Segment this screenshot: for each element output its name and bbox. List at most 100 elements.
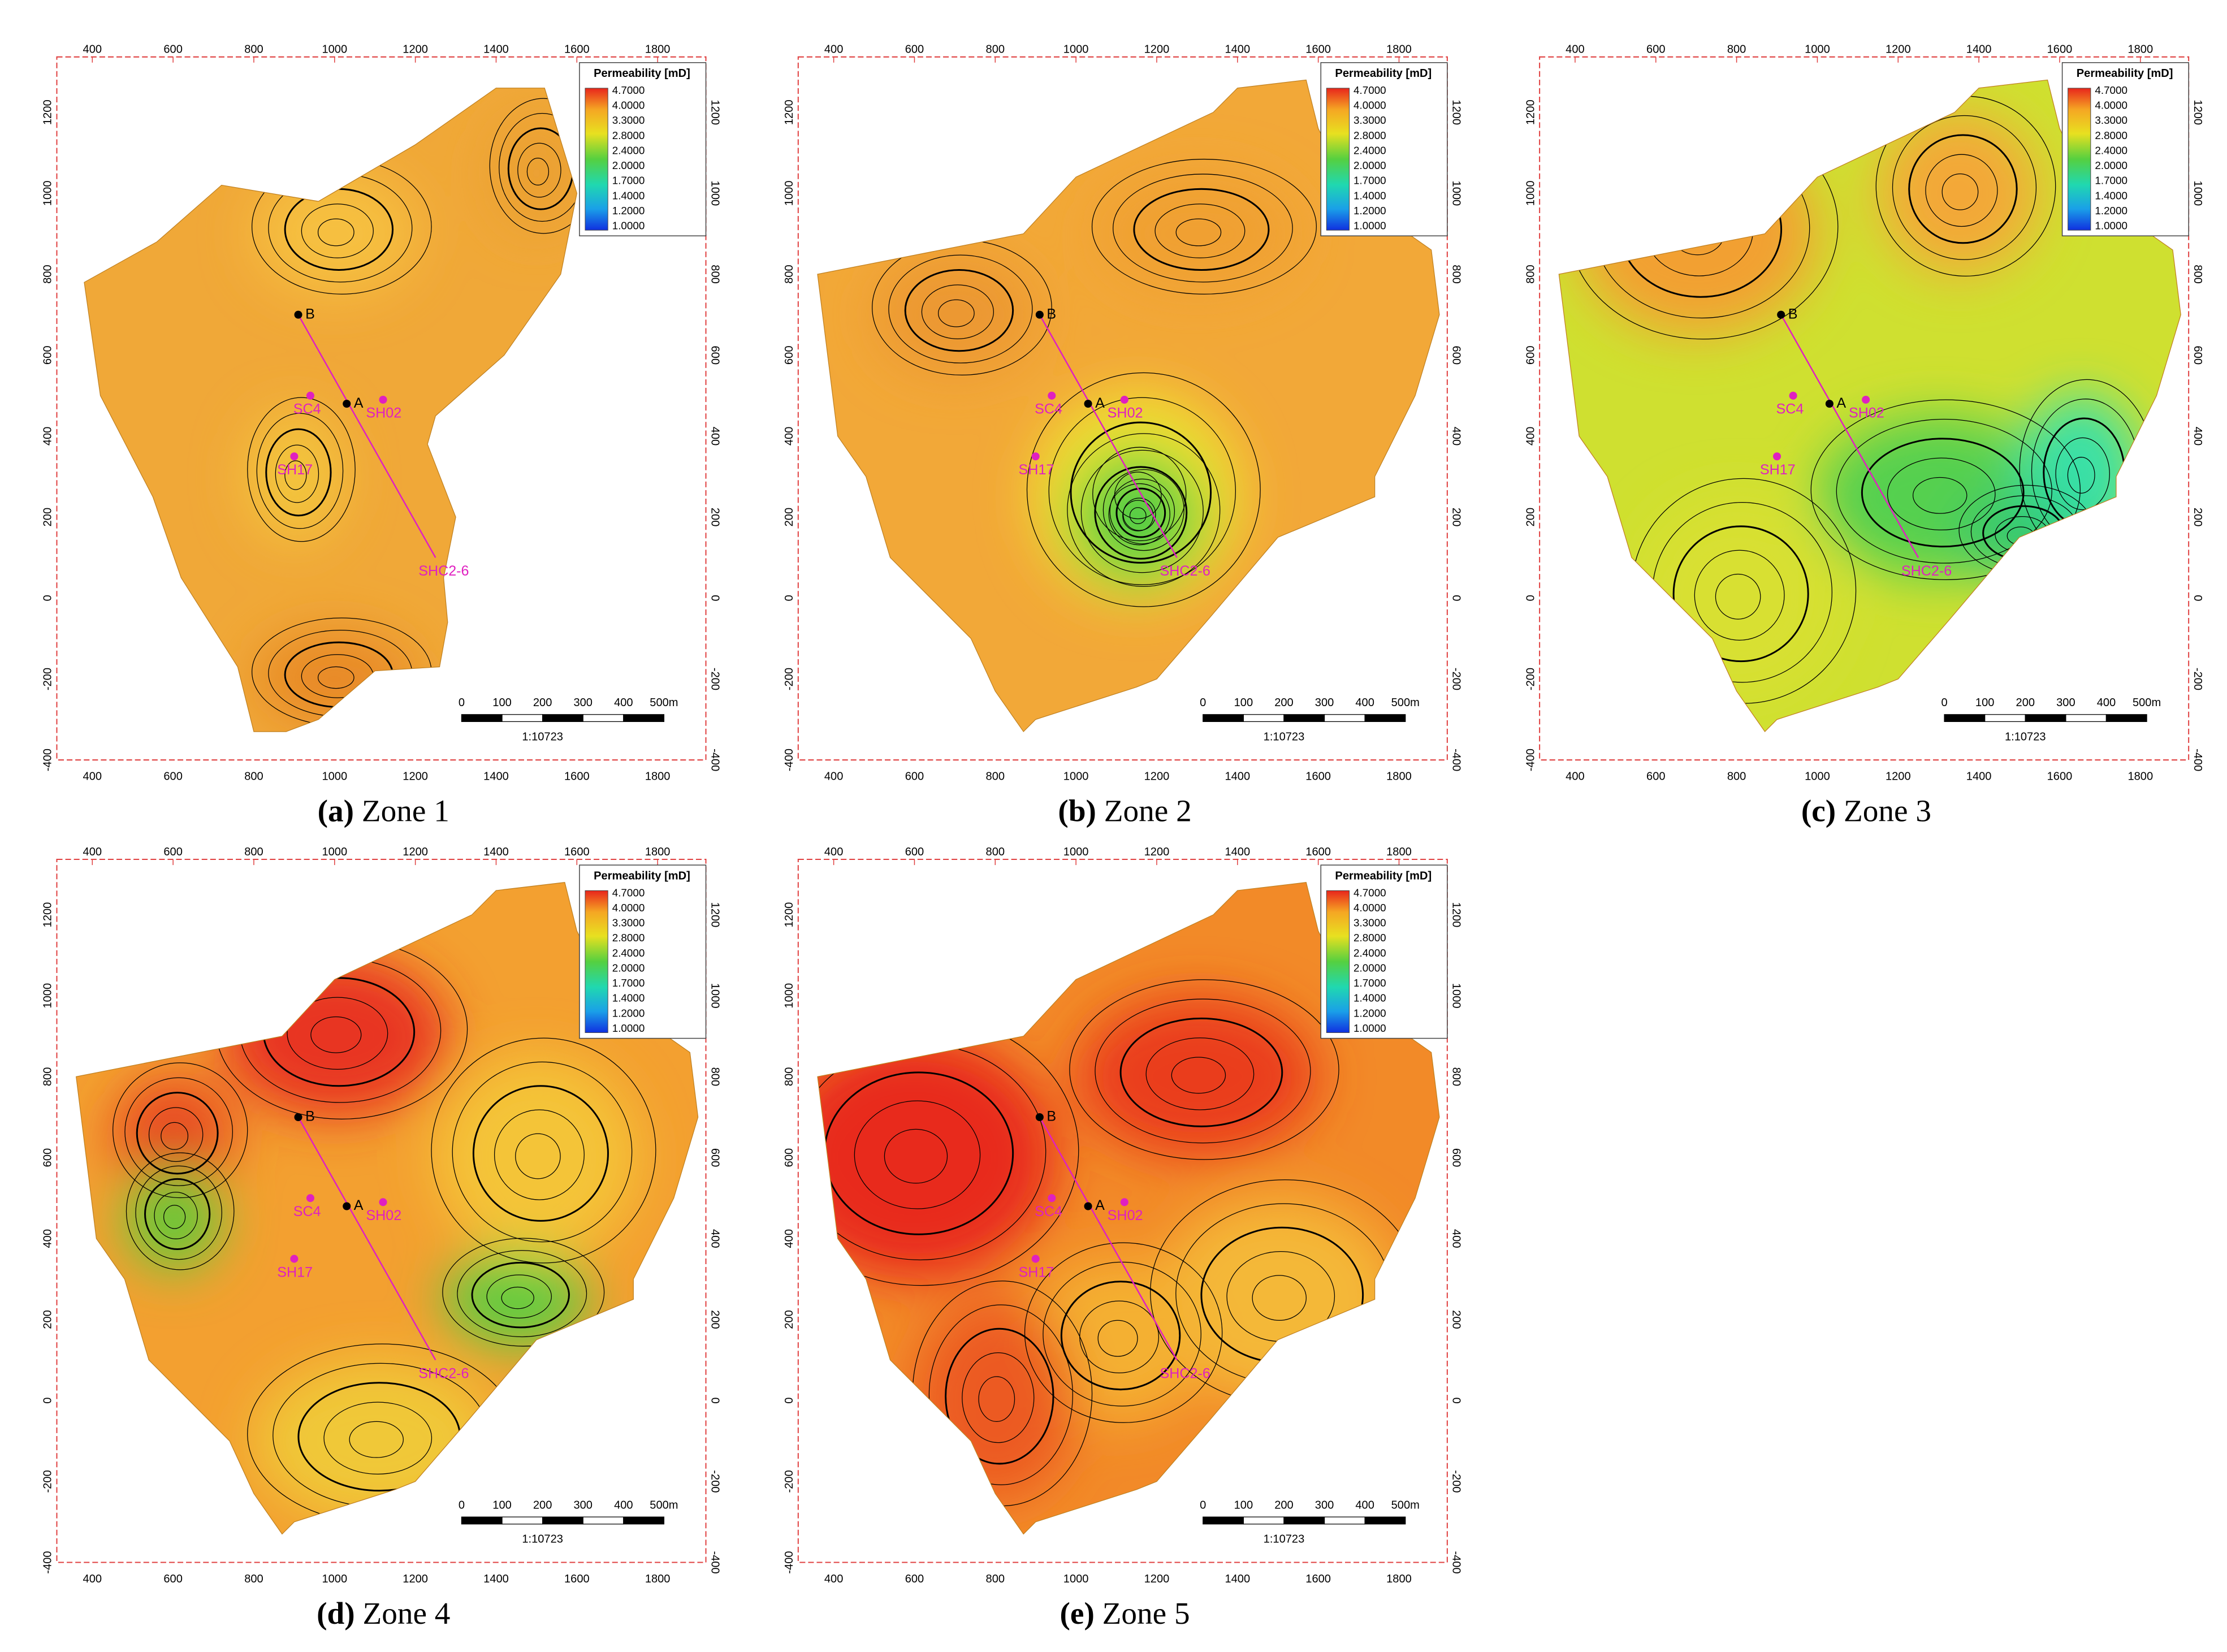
contour-line [471,1261,570,1329]
x-tick-label: 600 [1646,43,1666,55]
x-tick-label: 1600 [2047,43,2073,55]
scale-segment [582,714,624,722]
x-tick-label: 1000 [1063,846,1089,858]
y-tick-label: 200 [1450,508,1463,527]
scale-label: 400 [2097,697,2116,709]
x-tick-label: 1000 [322,771,347,783]
y-tick-label: 600 [708,1148,721,1167]
contour-line [136,1092,219,1175]
x-tick-label: 400 [1566,771,1585,783]
scale-label: 500m [650,1499,678,1511]
y-tick-label: 0 [1450,1398,1463,1404]
well-label: SC4 [293,401,321,417]
x-tick-label: 400 [83,43,102,55]
x-tick-label: 1800 [1386,1573,1412,1585]
contour-line [945,1327,1054,1465]
caption-text: Zone 2 [1104,793,1192,828]
y-tick-label: 0 [708,595,721,601]
contour-line [1892,115,2037,260]
y-tick-label: -400 [708,749,721,771]
y-tick-label: -400 [708,1551,721,1573]
well-label: A [1095,395,1105,411]
y-tick-label: -400 [42,1551,54,1573]
x-tick-label: 1000 [1063,43,1089,55]
map-panel: 4004006006008008001000100012001200140014… [42,43,721,828]
legend-label: 1.0000 [612,1022,645,1034]
legend-label: 1.7000 [1354,977,1386,989]
scale-ratio: 1:10723 [522,1533,563,1546]
map-base [84,88,577,732]
legend-label: 4.7000 [1354,886,1386,898]
legend-label: 2.0000 [612,962,645,974]
contour-line [1861,438,2025,548]
scale-label: 200 [1274,1499,1294,1511]
well [290,1255,299,1263]
contour-line [1115,487,1166,538]
y-tick-label: 0 [783,595,795,601]
contour-line [1067,433,1221,587]
x-tick-label: 1000 [1805,43,1830,55]
scale-label: 400 [614,1499,633,1511]
well-label: SHC2-6 [1160,563,1210,579]
legend: Permeability [mD] 4.7000 4.0000 3.3000 2.800… [2061,62,2189,236]
contour-line [161,1122,189,1150]
y-tick-label: 800 [783,1067,795,1086]
color-zone [112,1076,234,1199]
well-label: SHC2-6 [1160,1365,1210,1381]
contour-line [148,1107,204,1162]
y-tick-label: 600 [1524,345,1537,365]
well-label: A [354,395,364,411]
contour-line [1113,174,1293,283]
contour-line [494,1109,585,1200]
y-tick-label: 1000 [42,983,54,1009]
y-tick-label: 800 [42,1067,54,1086]
contour-line [501,1286,534,1309]
color-bar [1326,88,1350,231]
map-panel: 4004006006008008001000100012001200140014… [42,846,721,1631]
x-tick-label: 600 [163,846,183,858]
y-tick-label: -200 [1524,668,1537,690]
y-tick-label: -400 [2191,749,2204,771]
well-label: SH02 [366,405,401,421]
x-tick-label: 600 [905,43,924,55]
y-tick-label: 1200 [708,100,721,125]
y-tick-label: 800 [1450,265,1463,283]
y-tick-label: 400 [708,427,721,446]
legend-label: 2.0000 [1354,159,1386,171]
y-tick-label: 800 [2191,265,2204,283]
contour-line [1715,573,1761,620]
x-tick-label: 1000 [322,846,347,858]
x-tick-label: 800 [986,771,1005,783]
color-zone [2019,395,2140,558]
legend-label: 2.4000 [612,947,645,959]
contour-line [349,1421,404,1458]
well-label: SH02 [1108,1208,1143,1223]
y-tick-label: -200 [783,1470,795,1493]
scale-segment [1364,1516,1406,1525]
contour-line [1133,188,1270,271]
x-tick-label: 400 [83,846,102,858]
contour-line [126,1152,235,1270]
legend-label: 2.8000 [2095,129,2127,141]
well-label: B [305,306,315,322]
x-tick-label: 1400 [1966,771,1992,783]
y-tick-label: -200 [42,668,54,690]
well [379,1198,387,1206]
x-tick-label: 800 [244,771,263,783]
scale-segment [1324,1516,1365,1525]
x-tick-label: 600 [163,43,183,55]
scale-segment [2105,714,2147,722]
legend-label: 2.0000 [2095,159,2127,171]
y-tick-label: 600 [42,1148,54,1167]
scale-label: 0 [459,1499,465,1511]
contour-line [124,1077,233,1186]
x-tick-label: 1800 [1386,771,1412,783]
well-label: B [305,1109,315,1125]
well [294,1113,302,1122]
y-tick-label: 600 [1450,1148,1463,1167]
y-tick-label: 1000 [783,983,795,1009]
contour-line [113,1062,248,1199]
y-tick-label: 1000 [708,983,721,1009]
scale-label: 0 [1200,697,1206,709]
